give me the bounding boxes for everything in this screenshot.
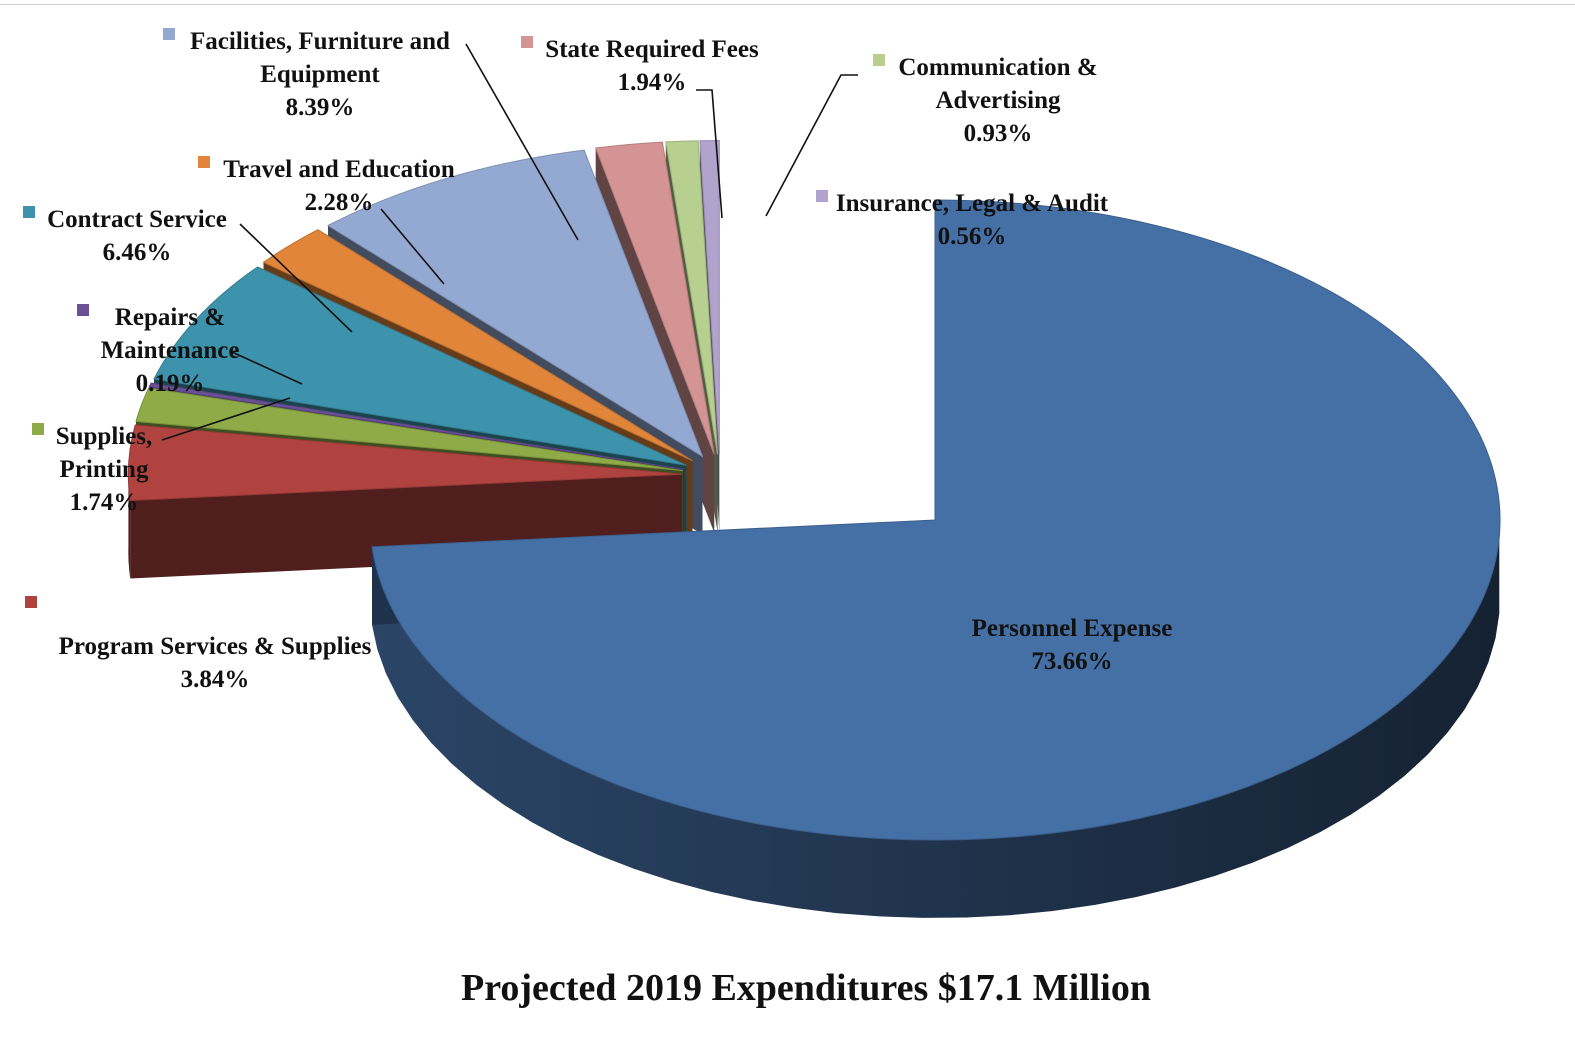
category-label: Program Services & Supplies	[59, 633, 372, 660]
legend-marker	[873, 54, 885, 66]
leader-line	[231, 351, 303, 385]
category-label: Travel and Education	[223, 156, 455, 183]
category-label: Facilities, Furniture and	[190, 28, 450, 55]
top-rule	[0, 4, 1575, 5]
value-label: 1.74%	[70, 489, 139, 516]
label-program-services-supplies: Program Services & Supplies 3.84%	[25, 596, 372, 693]
label-state-required-fees: State Required Fees 1.94%	[521, 36, 759, 219]
slice-wall-program-services-supplies	[128, 469, 131, 579]
value-label: 73.66%	[1031, 648, 1112, 675]
label-contract-service: Contract Service 6.46%	[23, 206, 353, 333]
slice-wall-personnel-expense	[372, 535, 1500, 918]
label-repairs-maintenance: Repairs & Maintenance 0.19%	[77, 304, 303, 397]
leader-line	[465, 43, 579, 241]
value-label: 0.19%	[136, 370, 205, 397]
category-label: Printing	[60, 456, 149, 483]
slice-supplies-printing	[135, 387, 683, 472]
category-label: Maintenance	[101, 337, 240, 364]
value-label: 0.56%	[938, 223, 1007, 250]
category-label: Supplies,	[56, 423, 153, 450]
category-label: Insurance, Legal & Audit	[836, 190, 1109, 217]
category-label: Communication &	[898, 54, 1097, 81]
legend-marker	[25, 596, 37, 608]
value-label: 1.94%	[618, 69, 687, 96]
category-label: Equipment	[260, 61, 380, 88]
slice-personnel-expense	[371, 199, 1501, 841]
category-label: Contract Service	[47, 206, 227, 233]
slice-program-services-supplies	[127, 424, 683, 502]
legend-marker	[521, 36, 533, 48]
label-insurance-legal-audit: Insurance, Legal & Audit 0.56%	[816, 190, 1109, 250]
legend-marker	[952, 615, 964, 627]
slice-repairs-maintenance	[148, 382, 684, 470]
legend-marker	[163, 28, 175, 40]
slice-facilities-furniture-and-equipment	[326, 149, 704, 458]
label-personnel-expense: Personnel Expense 73.66%	[952, 615, 1172, 675]
value-label: 2.28%	[305, 189, 374, 216]
value-label: 0.93%	[964, 120, 1033, 147]
legend-marker	[32, 423, 44, 435]
label-supplies-printing: Supplies, Printing 1.74%	[32, 397, 291, 516]
slice-insurance-legal-audit	[699, 139, 720, 455]
legend-marker	[198, 156, 210, 168]
slice-contract-service	[153, 266, 687, 466]
label-travel-and-education: Travel and Education 2.28%	[198, 156, 455, 285]
chart-title: Projected 2019 Expenditures $17.1 Millio…	[461, 967, 1151, 1009]
legend-marker	[23, 206, 35, 218]
category-label: Repairs &	[115, 304, 225, 331]
leader-line	[239, 223, 353, 333]
slice-state-required-fees	[595, 141, 715, 455]
category-label: State Required Fees	[545, 36, 759, 63]
legend-marker	[816, 190, 828, 202]
leader-line	[696, 89, 723, 219]
legend-marker	[77, 304, 89, 316]
category-label: Advertising	[936, 87, 1062, 114]
value-label: 3.84%	[181, 666, 250, 693]
leader-line	[380, 208, 445, 285]
leader-line	[765, 74, 858, 217]
leader-line	[161, 397, 291, 441]
pie-top-faces	[127, 139, 1501, 841]
value-label: 6.46%	[103, 239, 172, 266]
category-label: Personnel Expense	[972, 615, 1173, 642]
value-label: 8.39%	[286, 94, 355, 121]
slice-communication-advertising	[665, 140, 719, 455]
label-facilities-furniture-and-equipment: Facilities, Furniture and Equipment 8.39%	[163, 28, 579, 241]
label-communication-advertising: Communication & Advertising 0.93%	[765, 54, 1098, 217]
slice-travel-and-education	[262, 229, 693, 462]
slice-labels: Personnel Expense 73.66% Program Services …	[23, 28, 1172, 693]
